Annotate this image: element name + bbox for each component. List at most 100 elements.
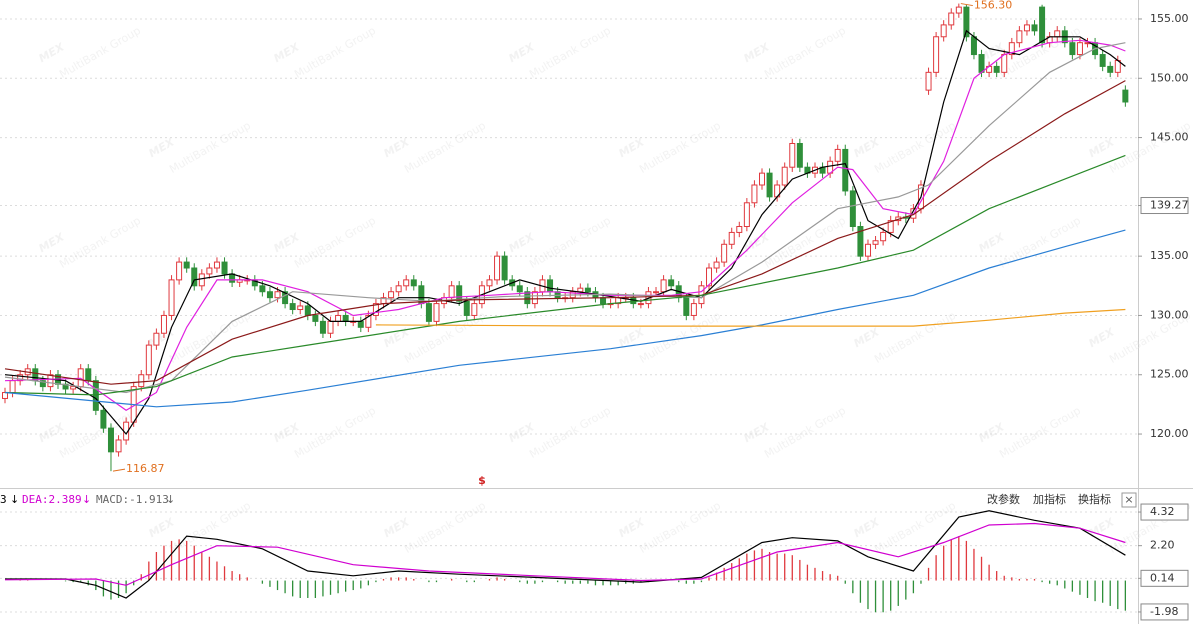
close-button[interactable]: × (1124, 493, 1133, 506)
candle-body (365, 314, 372, 328)
candle-body (32, 368, 39, 382)
candle-body (1122, 89, 1129, 103)
y-tick-label: 130.00 (1150, 308, 1189, 321)
candle-body (963, 6, 970, 38)
candle-body (1016, 30, 1023, 44)
y-tick-label: -1.98 (1150, 605, 1178, 618)
candle-body (1099, 54, 1106, 67)
candle-body (297, 305, 304, 311)
candle-body (706, 267, 713, 287)
candle-body (789, 142, 796, 168)
candle-body (970, 36, 977, 56)
y-tick-label: 135.00 (1150, 249, 1189, 262)
tick-box (1140, 503, 1189, 521)
candle-body (880, 231, 887, 242)
candle-body (372, 303, 379, 316)
candle-body (425, 303, 432, 322)
y-tick-label: 2.20 (1150, 539, 1175, 552)
y-tick-label: 150.00 (1150, 71, 1189, 84)
candle-body (206, 267, 213, 275)
candle-body (531, 291, 538, 305)
candle-body (872, 240, 879, 245)
candle-body (713, 261, 720, 269)
candle-body (145, 344, 152, 376)
candle-body (107, 427, 114, 453)
close-button-box (1121, 492, 1137, 508)
line-series (4, 154, 1126, 396)
y-tick-label: 155.00 (1150, 12, 1189, 25)
candle-body (312, 314, 319, 322)
candle-body (751, 184, 758, 204)
candle-body (282, 291, 289, 305)
candle-body (1076, 42, 1083, 56)
line-series (4, 80, 1126, 385)
candle-body (456, 285, 463, 302)
candle-body (410, 279, 417, 287)
candle-body (198, 273, 205, 287)
candle-body (85, 368, 92, 382)
candle-body (160, 314, 167, 334)
tick-box (1140, 197, 1189, 215)
annotation-arrow (960, 3, 973, 7)
signal-marker: $ (478, 474, 486, 487)
tick-box (1140, 603, 1189, 621)
candle-body (448, 285, 455, 299)
indicator-value: DEA:2.389 (22, 493, 82, 506)
candle-body (759, 172, 765, 186)
candle-body (948, 12, 955, 26)
candle-body (842, 148, 849, 192)
candle-body (834, 148, 841, 162)
candle-body (978, 54, 985, 73)
indicator-button[interactable]: 换指标 (1078, 492, 1111, 506)
candle-body (1001, 54, 1008, 73)
candle-body (342, 314, 349, 322)
candle-body (274, 291, 281, 299)
line-series (5, 510, 1126, 599)
candle-body (857, 226, 864, 257)
candle-body (887, 220, 894, 233)
candle-body (993, 65, 1000, 73)
candle-body (849, 190, 856, 228)
y-tick-label: 120.00 (1150, 427, 1189, 440)
candle-body (668, 279, 675, 287)
indicator-arrow: ↓ (10, 493, 19, 506)
candle-body (2, 392, 8, 399)
candle-body (47, 374, 54, 388)
candle-body (933, 36, 940, 73)
candle-body (183, 261, 190, 269)
y-tick-label: 0.14 (1150, 571, 1175, 584)
candle-body (547, 279, 554, 293)
candle-body (191, 267, 198, 287)
indicator-button[interactable]: 加指标 (1033, 492, 1066, 506)
line-series (4, 39, 1126, 412)
candle-body (1023, 24, 1030, 32)
candle-body (1054, 30, 1061, 38)
indicator-value: MACD:-1.913 (96, 493, 169, 506)
candle-body (221, 261, 228, 275)
candle-body (766, 172, 773, 198)
candle-body (168, 279, 175, 316)
candle-body (955, 6, 962, 14)
candle-body (781, 166, 788, 186)
candle-body (1069, 42, 1076, 56)
candle-body (327, 320, 334, 334)
candle-body (289, 303, 296, 311)
candle-body (653, 291, 660, 294)
candle-body (524, 291, 531, 305)
candle-body (683, 297, 690, 316)
candle-body (501, 255, 508, 281)
tick-box (1140, 569, 1189, 587)
indicator-arrow: ↓ (166, 493, 175, 506)
line-series (4, 229, 1126, 408)
candle-body (335, 314, 342, 322)
candle-body (229, 273, 236, 283)
candle-body (357, 320, 364, 328)
y-tick-label: 145.00 (1150, 131, 1189, 144)
indicator-button[interactable]: 改参数 (987, 492, 1020, 506)
line-series (4, 522, 1126, 586)
y-tick-label: 125.00 (1150, 368, 1189, 381)
candle-body (728, 231, 735, 245)
candle-body (9, 380, 16, 394)
